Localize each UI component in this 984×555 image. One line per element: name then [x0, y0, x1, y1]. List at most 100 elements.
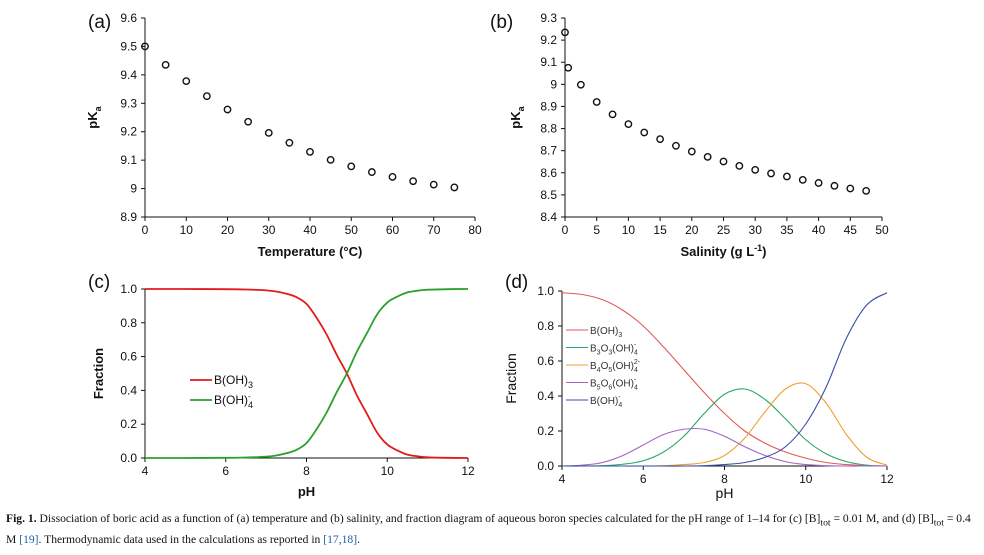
- data-point-a: [264, 128, 273, 137]
- legend-label-d-4: B(OH)4-: [590, 394, 622, 409]
- y-tick-label-c: 0.0: [120, 451, 137, 465]
- x-tick-label-a: 0: [142, 223, 149, 237]
- data-point-b: [656, 135, 665, 144]
- chart-c: (c) 4 6 8 10 12 0.0 0.2 0.4 0.6 0.8 1.0 pH Fraction B(…: [88, 272, 475, 499]
- x-tick-label-c: 4: [142, 464, 149, 478]
- y-tick-label-b: 9: [550, 77, 557, 91]
- series-line-d-0: [561, 292, 888, 467]
- x-tick-label-b: 35: [780, 223, 794, 237]
- reference-link-19[interactable]: [19]: [19, 533, 39, 547]
- panel-label-b: (b): [490, 12, 513, 33]
- y-tick-label-c: 1.0: [120, 282, 137, 296]
- series-line-d-3: [561, 427, 887, 467]
- y-tick-label-b: 9.2: [540, 33, 557, 47]
- data-point-a: [223, 105, 232, 114]
- y-tick-label-a: 9: [130, 182, 137, 196]
- y-tick-label-d: 0.4: [537, 389, 554, 403]
- figure-caption: Fig. 1. Dissociation of boric acid as a …: [6, 510, 978, 548]
- y-axis-title-a: pKa: [85, 105, 103, 128]
- x-tick-label-c: 12: [461, 464, 475, 478]
- reference-link-17-18[interactable]: [17,18]: [323, 533, 358, 547]
- y-tick-label-b: 9.3: [540, 11, 557, 25]
- data-point-b: [687, 147, 696, 156]
- x-tick-label-b: 30: [749, 223, 763, 237]
- data-point-a: [450, 183, 459, 192]
- y-tick-label-b: 8.6: [540, 166, 557, 180]
- y-tick-label-b: 8.9: [540, 99, 557, 113]
- y-tick-label-b: 8.5: [540, 188, 557, 202]
- y-axis-title-c: Fraction: [91, 348, 106, 399]
- data-point-b: [672, 141, 680, 150]
- legend-label-c-0: B(OH)3: [214, 373, 253, 390]
- x-axis-title-d: pH: [716, 485, 734, 501]
- panel-label-c: (c): [88, 272, 110, 293]
- data-point-a: [306, 147, 314, 156]
- y-tick-label-d: 0.0: [537, 459, 554, 473]
- data-point-a: [202, 92, 211, 101]
- x-tick-label-a: 30: [262, 223, 276, 237]
- data-point-a: [388, 173, 397, 181]
- series-line-d-4: [562, 292, 888, 467]
- caption-text-2: = 0.01 M, and (d) [B]: [830, 512, 934, 525]
- x-tick-label-a: 40: [303, 223, 317, 237]
- data-point-a: [182, 77, 191, 86]
- y-axis-title-d: Fraction: [503, 353, 519, 404]
- y-tick-label-b: 8.4: [540, 210, 557, 224]
- panel-a: (a) 0 10 20 30 40 50 60 70 80 8.9 9 9.1 9.2 9.3 9.4 9.5 9…: [0, 0, 490, 267]
- legend-label-c-1: B(OH)4-: [214, 392, 253, 410]
- figure-number: Fig. 1.: [6, 512, 37, 525]
- data-point-a: [244, 117, 253, 126]
- data-point-a: [367, 168, 376, 176]
- x-tick-label-b: 0: [562, 223, 569, 237]
- x-tick-label-a: 20: [221, 223, 235, 237]
- y-tick-label-a: 9.2: [120, 125, 137, 139]
- y-axis-title-b: pKa: [508, 105, 526, 128]
- data-point-b: [846, 184, 855, 193]
- caption-text-5: .: [357, 533, 360, 547]
- data-point-a: [429, 180, 438, 189]
- y-tick-label-a: 9.3: [120, 96, 137, 110]
- data-point-b: [608, 110, 617, 119]
- data-point-b: [782, 172, 791, 181]
- x-tick-label-a: 60: [386, 223, 400, 237]
- caption-text-4: . Thermodynamic data used in the calcula…: [38, 533, 324, 547]
- x-axis-title-c: pH: [298, 484, 315, 499]
- data-point-b: [592, 98, 601, 106]
- x-tick-label-a: 10: [180, 223, 194, 237]
- x-tick-label-d: 10: [799, 472, 813, 486]
- y-tick-label-c: 0.6: [120, 350, 137, 364]
- x-tick-label-b: 50: [875, 223, 889, 237]
- series-line-d-1: [561, 388, 888, 467]
- series-line-c-1: [144, 288, 469, 459]
- chart-d: (d) 4 6 8 10 12 0.0 0.2 0.4 0.6 0.8 1.0 pH Fraction B(…: [503, 272, 894, 501]
- data-point-a: [285, 138, 294, 147]
- y-tick-label-c: 0.2: [120, 417, 137, 431]
- data-point-b: [751, 166, 760, 174]
- data-point-b: [703, 152, 712, 161]
- y-tick-label-b: 9.1: [540, 55, 557, 69]
- legend-label-d-3: B5O6(OH)4-: [590, 377, 638, 392]
- data-point-a: [326, 155, 335, 164]
- x-axis-title-a: Temperature (°C): [258, 244, 363, 259]
- data-point-b: [830, 181, 839, 190]
- y-tick-label-b: 8.7: [540, 144, 557, 158]
- x-tick-label-b: 5: [593, 223, 600, 237]
- data-point-b: [561, 28, 569, 37]
- data-point-b: [576, 80, 585, 89]
- x-tick-label-c: 6: [222, 464, 229, 478]
- data-point-a: [161, 61, 170, 69]
- panel-label-d: (d): [505, 272, 528, 293]
- x-tick-label-b: 20: [685, 223, 699, 237]
- panel-c: (c) 4 6 8 10 12 0.0 0.2 0.4 0.6 0.8 1.0 pH Fraction B(…: [0, 262, 490, 512]
- y-tick-label-d: 0.8: [537, 319, 554, 333]
- y-tick-label-a: 9.5: [120, 39, 137, 53]
- data-point-b: [798, 175, 807, 184]
- chart-b: (b) 0 5 10 15 20 25 30 35 40 45 50 8.4 8.5 8.6 8.7 8.8 8.…: [490, 11, 889, 259]
- y-tick-label-b: 8.8: [540, 122, 557, 136]
- data-point-a: [409, 177, 418, 186]
- legend-label-d-0: B(OH)3: [590, 326, 622, 339]
- data-point-b: [862, 187, 871, 195]
- panel-label-a: (a): [88, 12, 111, 33]
- series-line-c-0: [144, 288, 469, 459]
- y-tick-label-d: 0.2: [537, 424, 554, 438]
